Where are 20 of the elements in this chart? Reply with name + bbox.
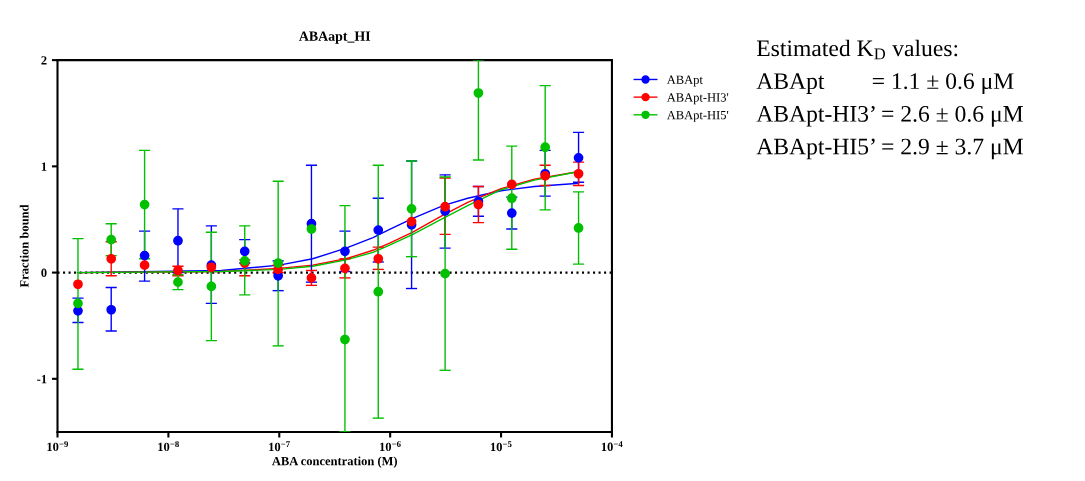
x-tick-label: 10$^{−7}$ xyxy=(269,441,290,452)
x-tick-label: 10$^{−9}$ xyxy=(47,441,69,452)
y-axis-title: Fraction bound xyxy=(19,204,29,288)
legend-label: ABApt-HI3' xyxy=(666,93,729,105)
legend-label: ABApt-HI5' xyxy=(666,110,729,122)
y-tick-label: 2 xyxy=(41,56,47,65)
chart-title: ABAapt_HI xyxy=(298,31,371,44)
text: ABApt = 1.1 ± 0.6 μM xyxy=(756,73,1014,94)
x-axis-title: ABA concentration (M) xyxy=(272,456,398,468)
x-tick-label: 10$^{−5}$ xyxy=(490,441,512,452)
text: ABApt-HI3’ = 2.6 ± 0.6 μM xyxy=(756,105,1023,127)
x-tick-label: 10$^{−6}$ xyxy=(380,441,401,452)
y-tick-label: 1 xyxy=(41,162,47,171)
legend-label: ABApt xyxy=(666,75,703,87)
x-tick-label: 10$^{−4}$ xyxy=(601,441,623,452)
x-tick-label: 10$^{−8}$ xyxy=(158,441,179,452)
y-tick-label: -1 xyxy=(37,374,47,384)
y-tick-label: 0 xyxy=(41,268,47,278)
text: Estimated K$_{D}$ values: xyxy=(756,39,958,60)
text: ABApt-HI5’ = 2.9 ± 3.7 μM xyxy=(756,138,1023,160)
